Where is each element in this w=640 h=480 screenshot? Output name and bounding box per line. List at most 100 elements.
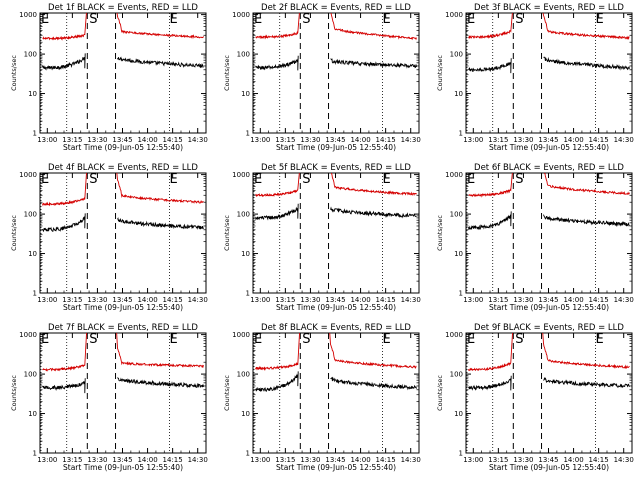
- lld-series-pre: [468, 13, 513, 40]
- y-axis-label: Counts/sec: [223, 375, 231, 411]
- lld-series-post: [116, 333, 204, 369]
- x-tick-label: 14:00: [137, 296, 157, 304]
- event-marker-S: S: [302, 172, 310, 187]
- y-tick-label: 1: [246, 290, 250, 298]
- events-series-pre: [42, 53, 86, 71]
- x-tick-label: 13:30: [87, 296, 107, 304]
- x-tick-label: 13:00: [250, 136, 270, 144]
- x-axis-label: Start Time (09-Jun-05 12:55:40): [276, 143, 396, 152]
- y-tick-label: 1000: [19, 11, 37, 19]
- x-tick-label: 13:15: [275, 456, 295, 464]
- chart-panel-5: Det 5f BLACK = Events, RED = LLD 1 10 100 10…: [223, 163, 421, 312]
- x-axis-label: Start Time (09-Jun-05 12:55:40): [63, 303, 183, 312]
- x-tick-label: 13:15: [488, 136, 508, 144]
- y-tick-label: 100: [450, 371, 463, 379]
- x-tick-label: 13:15: [62, 136, 82, 144]
- y-tick-label: 1: [459, 290, 463, 298]
- chart-panel-3: Det 3f BLACK = Events, RED = LLD 1 10 100 10…: [436, 3, 634, 152]
- x-axis-label: Start Time (09-Jun-05 12:55:40): [489, 303, 609, 312]
- y-axis-label: Counts/sec: [10, 375, 18, 411]
- event-marker-E: E: [169, 332, 177, 347]
- chart-panel-6: Det 6f BLACK = Events, RED = LLD 1 10 100 10…: [436, 163, 634, 312]
- x-tick-label: 14:30: [188, 136, 208, 144]
- y-axis-label: Counts/sec: [223, 215, 231, 251]
- y-tick-label: 100: [237, 371, 250, 379]
- x-axis-label: Start Time (09-Jun-05 12:55:40): [63, 463, 183, 472]
- events-series-pre: [468, 375, 512, 391]
- chart-panel-7: Det 7f BLACK = Events, RED = LLD 1 10 100 10…: [10, 323, 208, 472]
- event-marker-S: S: [89, 332, 97, 347]
- lld-series-post: [542, 13, 630, 41]
- x-tick-label: 14:00: [137, 136, 157, 144]
- x-axis-label: Start Time (09-Jun-05 12:55:40): [489, 463, 609, 472]
- y-tick-label: 10: [28, 250, 37, 258]
- x-tick-label: 14:15: [163, 296, 183, 304]
- event-marker-E: E: [41, 12, 49, 27]
- chart-title: Det 1f BLACK = Events, RED = LLD: [48, 3, 198, 13]
- x-tick-label: 13:30: [300, 136, 320, 144]
- y-tick-label: 100: [24, 211, 37, 219]
- lld-series-pre: [468, 333, 513, 372]
- lld-series-pre: [468, 173, 513, 198]
- x-tick-label: 13:45: [112, 296, 132, 304]
- lld-series-post: [329, 333, 417, 369]
- lld-series-pre: [42, 333, 87, 372]
- x-tick-label: 13:45: [112, 456, 132, 464]
- lld-series-post: [543, 173, 630, 195]
- x-tick-label: 14:15: [163, 456, 183, 464]
- y-tick-label: 10: [28, 90, 37, 98]
- event-marker-E: E: [254, 172, 262, 187]
- x-tick-label: 14:15: [589, 456, 609, 464]
- events-series-post: [117, 377, 204, 389]
- chart-title: Det 8f BLACK = Events, RED = LLD: [261, 323, 411, 333]
- y-tick-label: 1000: [232, 11, 250, 19]
- x-tick-label: 13:00: [250, 456, 270, 464]
- y-tick-label: 10: [241, 410, 250, 418]
- x-tick-label: 14:30: [614, 456, 634, 464]
- events-series-post: [330, 376, 417, 391]
- events-series-pre: [468, 211, 512, 231]
- events-series-post: [543, 214, 630, 227]
- y-tick-label: 100: [450, 211, 463, 219]
- event-marker-E: E: [382, 332, 390, 347]
- y-tick-label: 1: [33, 130, 37, 138]
- y-tick-label: 10: [454, 250, 463, 258]
- events-series-post: [543, 56, 630, 71]
- event-marker-E: E: [41, 332, 49, 347]
- x-tick-label: 13:30: [87, 136, 107, 144]
- event-marker-S: S: [515, 172, 523, 187]
- x-tick-label: 14:00: [350, 456, 370, 464]
- event-marker-E: E: [595, 332, 603, 347]
- y-tick-label: 1000: [445, 331, 463, 339]
- x-tick-label: 13:00: [37, 296, 57, 304]
- events-series-post: [330, 206, 417, 219]
- event-marker-E: E: [169, 172, 177, 187]
- lld-series-pre: [255, 333, 300, 371]
- x-tick-label: 13:30: [513, 296, 533, 304]
- chart-panel-8: Det 8f BLACK = Events, RED = LLD 1 10 100 10…: [223, 323, 421, 472]
- x-tick-label: 14:00: [350, 296, 370, 304]
- y-tick-label: 1: [246, 450, 250, 458]
- y-tick-label: 100: [450, 51, 463, 59]
- lld-series-post: [330, 13, 417, 41]
- event-marker-E: E: [382, 12, 390, 27]
- event-marker-S: S: [515, 332, 523, 347]
- x-tick-label: 13:45: [325, 456, 345, 464]
- y-tick-label: 1000: [19, 171, 37, 179]
- y-axis-label: Counts/sec: [436, 215, 444, 251]
- x-tick-label: 14:30: [401, 456, 421, 464]
- plot-frame: [252, 12, 420, 134]
- lld-series-post: [330, 173, 417, 197]
- chart-panel-4: Det 4f BLACK = Events, RED = LLD 1 10 100 10…: [10, 163, 208, 312]
- x-tick-label: 13:45: [325, 296, 345, 304]
- x-tick-label: 13:15: [275, 296, 295, 304]
- x-tick-label: 14:00: [563, 456, 583, 464]
- y-tick-label: 10: [241, 90, 250, 98]
- chart-title: Det 2f BLACK = Events, RED = LLD: [261, 3, 411, 13]
- y-axis-label: Counts/sec: [10, 55, 18, 91]
- y-tick-label: 10: [28, 410, 37, 418]
- event-marker-E: E: [254, 332, 262, 347]
- chart-title: Det 4f BLACK = Events, RED = LLD: [48, 163, 198, 173]
- event-marker-E: E: [595, 172, 603, 187]
